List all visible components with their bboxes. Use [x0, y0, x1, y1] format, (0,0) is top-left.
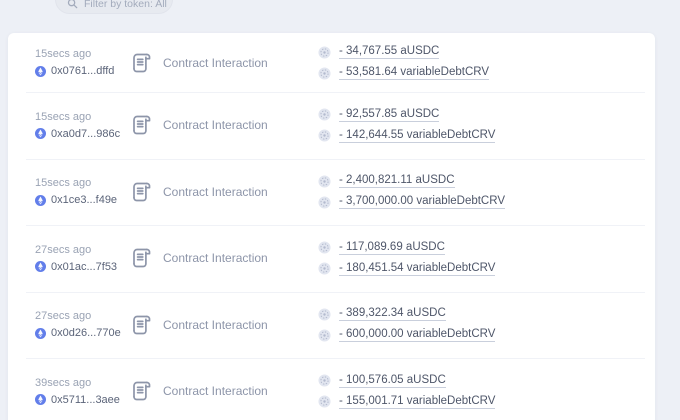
transfer-amount[interactable]: - 142,644.55 variableDebtCRV	[339, 128, 496, 143]
token-icon	[318, 195, 331, 209]
transfer-amount[interactable]: - 2,400,821.11 aUSDC	[339, 174, 455, 189]
ethereum-icon	[35, 394, 46, 406]
ethereum-icon	[35, 128, 46, 140]
transfer-amount[interactable]: - 117,089.69 aUSDC	[339, 240, 445, 255]
contract-scroll-icon	[133, 315, 151, 335]
transfer-line: - 180,451.54 variableDebtCRV	[318, 262, 641, 276]
token-icon	[318, 45, 331, 59]
timestamp: 39secs ago	[35, 376, 92, 389]
transaction-row[interactable]: 27secs ago 0x01ac...7f53 Contract Intera…	[8, 225, 655, 292]
transfer-line: - 2,400,821.11 aUSDC	[318, 174, 641, 189]
token-icon	[318, 328, 331, 342]
transfer-amount[interactable]: - 34,767.55 aUSDC	[339, 45, 440, 59]
address-link[interactable]: 0x1ce3...f49e	[51, 194, 118, 207]
address-link[interactable]: 0xa0d7...986c	[51, 127, 121, 140]
contract-scroll-icon	[133, 182, 151, 202]
token-icon	[318, 108, 331, 122]
transfer-line: - 389,322.34 aUSDC	[318, 307, 641, 322]
contract-scroll-icon	[133, 381, 151, 401]
address-link[interactable]: 0x0761...dffd	[51, 65, 115, 77]
action-label: Contract Interaction	[163, 184, 268, 199]
ethereum-icon	[35, 194, 46, 206]
transfer-amount[interactable]: - 100,576.05 aUSDC	[339, 373, 446, 388]
transfer-amount[interactable]: - 155,001.71 variableDebtCRV	[339, 394, 496, 409]
search-icon	[67, 0, 78, 9]
transfer-line: - 3,700,000.00 variableDebtCRV	[318, 195, 641, 210]
token-icon	[318, 66, 331, 80]
action-label: Contract Interaction	[163, 55, 268, 70]
ethereum-icon	[35, 261, 46, 273]
transfer-amount[interactable]: - 389,322.34 aUSDC	[339, 307, 446, 322]
token-icon	[318, 174, 331, 188]
transfer-line: - 53,581.64 variableDebtCRV	[318, 66, 641, 80]
action-label: Contract Interaction	[163, 384, 268, 399]
transaction-row[interactable]: 15secs ago 0x0761...dffd Contract Intera…	[8, 33, 655, 92]
transaction-row[interactable]: 27secs ago 0x0d26...770e Contract Intera…	[8, 291, 655, 359]
ethereum-icon	[35, 327, 46, 339]
action-label: Contract Interaction	[163, 251, 268, 266]
transfer-amount[interactable]: - 3,700,000.00 variableDebtCRV	[339, 195, 506, 210]
address-link[interactable]: 0x01ac...7f53	[51, 260, 118, 273]
contract-scroll-icon	[133, 248, 151, 268]
address-link[interactable]: 0x0d26...770e	[51, 327, 121, 340]
transfer-line: - 34,767.55 aUSDC	[318, 45, 641, 59]
timestamp: 15secs ago	[35, 177, 92, 190]
transfer-amount[interactable]: - 53,581.64 variableDebtCRV	[339, 66, 490, 80]
contract-scroll-icon	[133, 115, 151, 135]
transfer-amount[interactable]: - 92,557.85 aUSDC	[339, 107, 440, 122]
contract-scroll-icon	[133, 53, 151, 72]
transfer-amount[interactable]: - 180,451.54 variableDebtCRV	[339, 261, 496, 276]
token-filter-input[interactable]: Filter by token: All	[55, 0, 173, 14]
token-icon	[318, 395, 331, 409]
ethereum-icon	[35, 65, 46, 77]
transfer-line: - 117,089.69 aUSDC	[318, 241, 641, 255]
transfer-line: - 100,576.05 aUSDC	[318, 374, 641, 388]
filter-placeholder: Filter by token: All	[84, 0, 167, 10]
timestamp: 27secs ago	[35, 243, 92, 256]
action-label: Contract Interaction	[163, 118, 268, 133]
address-link[interactable]: 0x5711...3aee	[51, 393, 120, 406]
transfer-line: - 142,644.55 variableDebtCRV	[318, 129, 641, 143]
transfer-line: - 92,557.85 aUSDC	[318, 108, 641, 122]
transfer-line: - 600,000.00 variableDebtCRV	[318, 328, 641, 343]
transaction-row[interactable]: 15secs ago 0xa0d7...986c Contract Intera…	[8, 92, 655, 159]
token-icon	[318, 374, 331, 388]
transfer-line: - 155,001.71 variableDebtCRV	[318, 395, 641, 409]
token-icon	[318, 307, 331, 321]
transaction-row[interactable]: 39secs ago 0x5711...3aee Contract Intera…	[8, 358, 655, 420]
timestamp: 27secs ago	[35, 310, 92, 323]
timestamp: 15secs ago	[35, 48, 92, 60]
timestamp: 15secs ago	[35, 110, 92, 123]
token-icon	[318, 262, 331, 276]
token-icon	[318, 241, 331, 255]
transaction-row[interactable]: 15secs ago 0x1ce3...f49e Contract Intera…	[8, 158, 655, 226]
action-label: Contract Interaction	[163, 317, 268, 332]
transactions-card: 15secs ago 0x0761...dffd Contract Intera…	[8, 33, 655, 420]
token-icon	[318, 129, 331, 143]
transfer-amount[interactable]: - 600,000.00 variableDebtCRV	[339, 328, 496, 343]
transaction-list: 15secs ago 0x0761...dffd Contract Intera…	[8, 33, 655, 420]
